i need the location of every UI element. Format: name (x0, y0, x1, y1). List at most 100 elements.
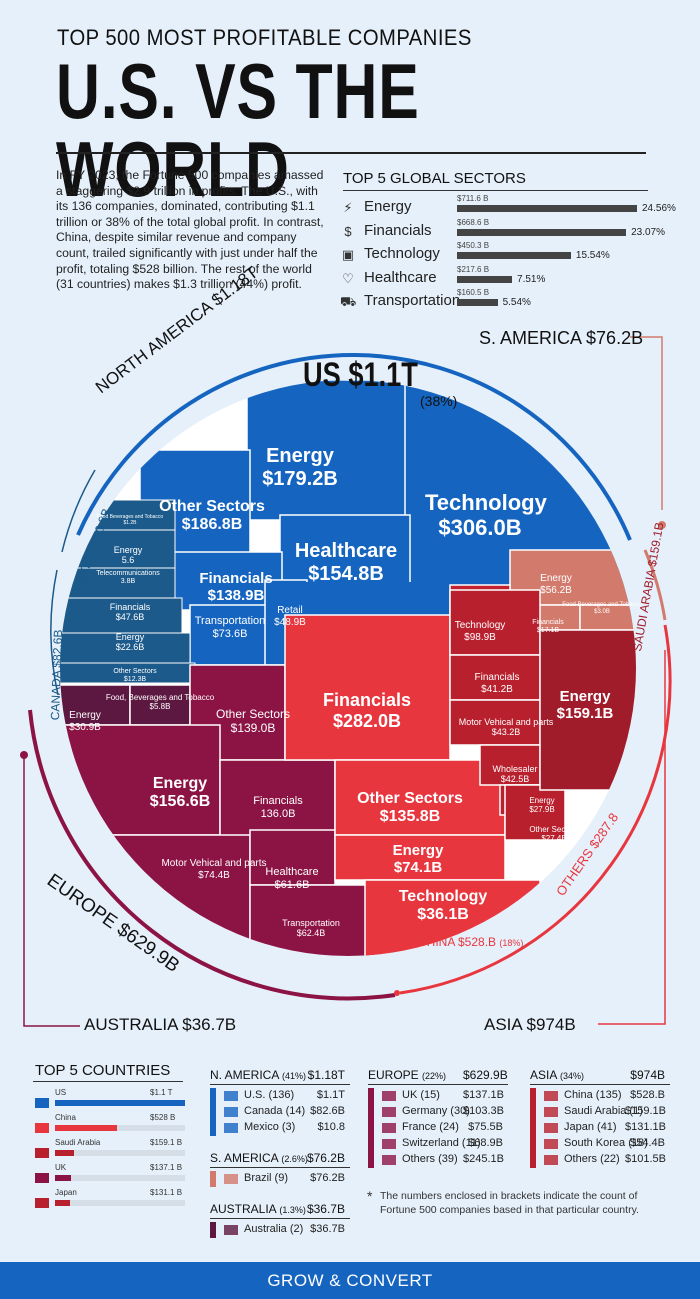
legend-row-value: $101.5B (625, 1153, 666, 1165)
legend-row-value: $103.3B (463, 1105, 504, 1117)
tile-label-us: Technology $306.0B (425, 490, 547, 541)
tile-label-mexico: Energy 5.6 (73, 545, 183, 566)
tile-label-us: Financials $138.9B (181, 570, 291, 605)
tile-label-others: Other Sectors $27.4B (499, 825, 609, 843)
tile-label-europe: Other Sectors $139.0B (198, 707, 308, 736)
tile-value: $3.0B (594, 608, 610, 615)
tile-value: $30.9B (69, 721, 101, 733)
tile-value: $74.4B (198, 869, 230, 881)
legend-total: $974B (630, 1068, 665, 1082)
region-label-australia: AUSTRALIA $36.7B (84, 1015, 237, 1034)
tile-name: Energy (540, 573, 572, 584)
sector-bar (457, 299, 498, 306)
tile-name: Energy (152, 775, 208, 792)
tile-us-transport (189, 604, 269, 666)
tile-value: $61.6B (274, 878, 310, 891)
sector-name: Energy (364, 198, 412, 215)
tile-au-energy (60, 684, 131, 726)
sector-pct: 7.51% (517, 273, 546, 285)
asia-ring (399, 624, 672, 995)
sector-name: Technology (364, 245, 440, 262)
tile-label-others: Technology $98.9B (425, 620, 535, 643)
country-flag-icon (544, 1123, 558, 1133)
tile-value: $27.4B (541, 834, 567, 844)
tile-name: Motor Vehical and parts (458, 717, 554, 727)
tile-label-australia: Food, Beverages and Tobacco $5.8B (105, 693, 215, 711)
country-value: $528 B (150, 1113, 176, 1122)
tile-name: Technology (398, 888, 488, 905)
tile-name: Telecommunications (96, 570, 160, 577)
tile-name: Transportation (194, 615, 266, 627)
legend-row-value: $131.1B (625, 1121, 666, 1133)
tile-label-us: Other Sectors $186.8B (157, 498, 267, 535)
sector-bar (457, 252, 571, 259)
country-flag-icon (35, 1098, 49, 1108)
legend-total: $629.9B (463, 1068, 508, 1082)
tile-value: $36.1B (417, 906, 469, 924)
tile-value: $135.8B (379, 808, 441, 826)
legend-total: $36.7B (306, 1202, 345, 1216)
sector-name: Healthcare (364, 268, 437, 286)
region-label-asia: ASIA $974B (484, 1015, 576, 1034)
tile-value: $48.9B (274, 616, 306, 628)
country-name: China (55, 1113, 76, 1122)
legend-title: AUSTRALIA (1.3%) (210, 1202, 306, 1216)
legend-row-label: Germany (30) (402, 1105, 470, 1117)
sector-bar (457, 205, 637, 212)
legend-row-label: Australia (2) (244, 1223, 304, 1235)
legend-title: EUROPE (22%) (368, 1068, 447, 1082)
sector-name: Financials (364, 221, 432, 239)
sector-pct: 5.54% (502, 297, 531, 308)
tile-name: Other Sectors (529, 825, 579, 834)
country-value: $159.1 B (150, 1138, 183, 1147)
sector-row: ▣ Technology $450.3 B 15.54% (340, 241, 660, 267)
sector-row: ⚡ Energy $711.6 B 24.56% (340, 194, 676, 220)
tile-label-others: Wholesaler $42.5B (460, 764, 570, 785)
country-bar (55, 1100, 185, 1106)
tile-value: $42.5B (500, 774, 530, 785)
legend-row-value: $75.5B (468, 1121, 503, 1133)
intro-paragraph: In FY 2023, the Fortune 500 companies am… (56, 168, 324, 292)
legend-total: $76.2B (306, 1151, 345, 1165)
canada-ring (50, 569, 59, 696)
tile-name: Retail (277, 605, 303, 616)
tile-label-us: Healthcare $154.8B (291, 540, 401, 586)
tile-name: Energy (266, 445, 334, 467)
legend-title: S. AMERICA (2.6%) (210, 1151, 308, 1165)
footnote: The numbers enclosed in brackets indicat… (380, 1190, 639, 1216)
country-flag-icon (382, 1155, 396, 1165)
tile-name: Healthcare (294, 540, 398, 562)
tile-name: Financials (532, 619, 564, 626)
country-flag-icon (224, 1107, 238, 1117)
south-america-ring (643, 549, 667, 621)
tile-label-china: Financials $282.0B (312, 690, 422, 731)
tile-value: $282.0B (332, 710, 402, 731)
country-flag-icon (382, 1091, 396, 1101)
sector-amount: $160.5 B (457, 288, 490, 297)
tile-value: 3.8B (120, 578, 136, 586)
tile-label-us: Transportation $73.6B (175, 615, 285, 640)
country-bar (55, 1150, 74, 1156)
tile-eu-transport (249, 884, 376, 956)
tile-eu-financials (219, 759, 336, 841)
legend-row-label: Others (39) (402, 1153, 458, 1165)
tile-value: $1.2B (123, 519, 137, 526)
legend-row-label: Saudi Arabia (1) (564, 1105, 643, 1117)
legend-row-value: $1.1T (316, 1089, 345, 1101)
tile-name: Energy (529, 796, 555, 805)
tile-label-europe: Energy $156.6B (125, 775, 235, 812)
tile-label-canada: Financials $47.6B (75, 602, 185, 623)
tile-name: Financials (322, 690, 412, 710)
sector-bar (457, 275, 513, 283)
tile-canada-energy (60, 632, 191, 664)
legend-row-label: China (135) (564, 1089, 622, 1101)
tile-label-australia: Energy $30.9B (30, 710, 140, 733)
tile-value: $41.2B (481, 683, 513, 695)
tile-ot-other (504, 784, 566, 841)
tile-label-china: Energy $74.1B (363, 842, 473, 877)
tile-value: $154.8B (308, 563, 384, 585)
sector-pct: 23.07% (631, 226, 665, 238)
tile-label-china: Technology $36.1B (388, 888, 498, 925)
tile-label-europe: Transportation $62.4B (256, 918, 366, 939)
legend-row-label: Switzerland (11) (402, 1137, 481, 1149)
